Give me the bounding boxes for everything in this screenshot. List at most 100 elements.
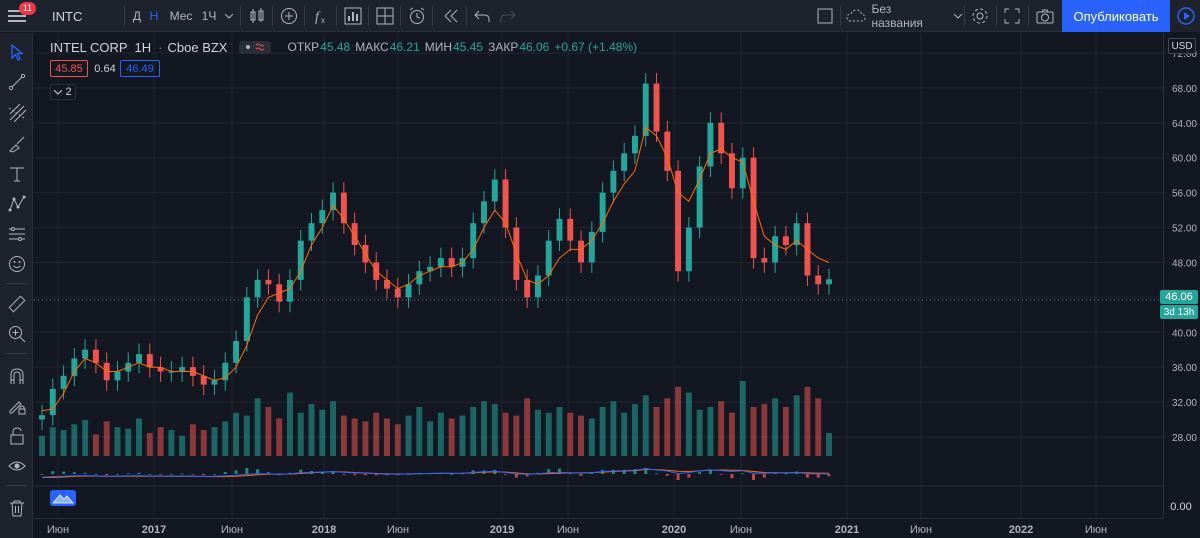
candle-body xyxy=(179,367,186,372)
pattern-tool[interactable] xyxy=(4,191,30,217)
volume-bar xyxy=(696,409,703,456)
legend-visibility-toggle[interactable] xyxy=(239,40,272,54)
oscillator-bar xyxy=(126,473,130,475)
bid-value: 45.85 xyxy=(55,62,83,75)
volume-bar xyxy=(772,398,779,456)
indicator-pane-button[interactable] xyxy=(50,490,76,506)
measure-tool[interactable] xyxy=(4,291,30,317)
candle-body xyxy=(696,166,703,228)
oscillator-bar xyxy=(342,474,346,475)
candle-body xyxy=(653,83,660,132)
hide-drawings-tool[interactable] xyxy=(4,453,30,479)
stay-drawing-tool[interactable] xyxy=(4,393,30,419)
volume-bar xyxy=(168,430,175,456)
fullscreen-button[interactable] xyxy=(1000,0,1024,32)
lock-drawings-tool[interactable] xyxy=(4,423,30,449)
candle-body xyxy=(448,258,455,267)
play-button[interactable] xyxy=(1171,0,1200,32)
volume-bar xyxy=(200,430,207,456)
symbol-search[interactable]: INTC xyxy=(44,0,104,32)
oscillator-bar xyxy=(741,473,745,475)
volume-bar xyxy=(233,412,240,456)
icon-tool[interactable] xyxy=(4,251,30,277)
legend-title[interactable]: INTEL CORP xyxy=(50,39,128,55)
candle-body xyxy=(599,192,606,232)
svg-text:x: x xyxy=(321,16,325,25)
open-label: ОТКР xyxy=(287,40,320,54)
candle-body xyxy=(92,349,99,363)
volume-bar xyxy=(761,404,768,456)
rewind-icon xyxy=(444,9,458,23)
publish-button[interactable]: Опубликовать xyxy=(1062,0,1170,32)
replay-button[interactable] xyxy=(438,0,464,32)
templates-button[interactable] xyxy=(372,0,398,32)
candle-body xyxy=(297,240,304,280)
oscillator-bar xyxy=(762,474,766,478)
candle-body xyxy=(545,240,552,276)
oscillator-bar xyxy=(212,474,216,475)
remove-drawings-tool[interactable] xyxy=(4,495,30,521)
oscillator-bar xyxy=(655,473,659,475)
volume-bar xyxy=(179,435,186,456)
oscillator-bar xyxy=(622,469,626,474)
trend-line-tool[interactable] xyxy=(4,69,30,95)
menu-button[interactable] xyxy=(2,0,32,32)
candle-body xyxy=(427,266,434,272)
bid-button[interactable]: 45.85 xyxy=(50,60,88,77)
candle-body xyxy=(394,288,401,298)
volume-bar xyxy=(136,418,142,456)
pitchfork-tool[interactable] xyxy=(4,100,30,126)
zoom-tool[interactable] xyxy=(4,321,30,347)
interval-month[interactable]: Мес xyxy=(167,0,195,32)
legend-collapse-button[interactable]: 2 xyxy=(50,84,76,100)
time-scale[interactable]: Июн 2017 Июн 2018 Июн 2019 Июн 2020 Июн 2021 Июн 20… xyxy=(34,518,1163,538)
financials-button[interactable] xyxy=(340,0,366,32)
candle-body xyxy=(330,192,337,211)
legend-exchange: Cboe BZX xyxy=(167,39,228,55)
candle-body xyxy=(254,279,261,298)
oscillator-bar xyxy=(827,474,831,477)
price-tick-label: 52.00 xyxy=(1172,224,1197,235)
hamburger-icon xyxy=(8,10,26,22)
candle-body xyxy=(502,179,509,228)
price-scale[interactable]: 72.0068.0064.0060.0056.0052.0048.0044.00… xyxy=(1163,33,1200,518)
oscillator-bar xyxy=(708,469,712,474)
interval-timeframe[interactable]: 1Ч xyxy=(198,0,220,32)
oscillator-bar xyxy=(363,474,367,476)
fullscreen-layout-button[interactable] xyxy=(812,0,838,32)
prediction-tool[interactable] xyxy=(4,221,30,247)
undo-button[interactable] xyxy=(470,0,494,32)
divider xyxy=(6,353,27,354)
price-chart[interactable] xyxy=(34,33,1163,518)
volume-bar xyxy=(642,395,649,456)
cursor-tool[interactable] xyxy=(4,40,30,66)
candle-body xyxy=(534,275,541,298)
candle-body xyxy=(243,297,250,341)
interval-week[interactable]: Н xyxy=(147,0,161,32)
interval-day[interactable]: Д xyxy=(130,0,144,32)
snapshot-button[interactable] xyxy=(1032,0,1058,32)
oscillator-bar xyxy=(644,468,648,474)
redo-button[interactable] xyxy=(496,0,520,32)
time-tick-label: Июн xyxy=(730,524,752,536)
interval-dropdown[interactable] xyxy=(222,0,236,32)
volume-bar xyxy=(265,406,272,456)
brush-tool[interactable] xyxy=(4,131,30,157)
oscillator-bar xyxy=(191,474,195,475)
alert-button[interactable] xyxy=(404,0,430,32)
chart-type-button[interactable] xyxy=(244,0,270,32)
symbol-label: INTC xyxy=(52,8,83,24)
square-icon xyxy=(817,8,833,24)
volume-bar xyxy=(815,398,822,456)
toggle-dots-icon xyxy=(246,43,265,51)
magnet-tool[interactable] xyxy=(4,363,30,389)
currency-label[interactable]: USD xyxy=(1168,38,1196,54)
settings-button[interactable] xyxy=(968,0,992,32)
ask-value: 46.49 xyxy=(126,62,154,75)
layout-name-button[interactable]: Без названия xyxy=(844,0,962,32)
compare-button[interactable] xyxy=(276,0,302,32)
oscillator-zero-label: 0.00 xyxy=(1170,501,1192,513)
ask-button[interactable]: 46.49 xyxy=(120,60,160,77)
text-tool[interactable] xyxy=(4,161,30,187)
